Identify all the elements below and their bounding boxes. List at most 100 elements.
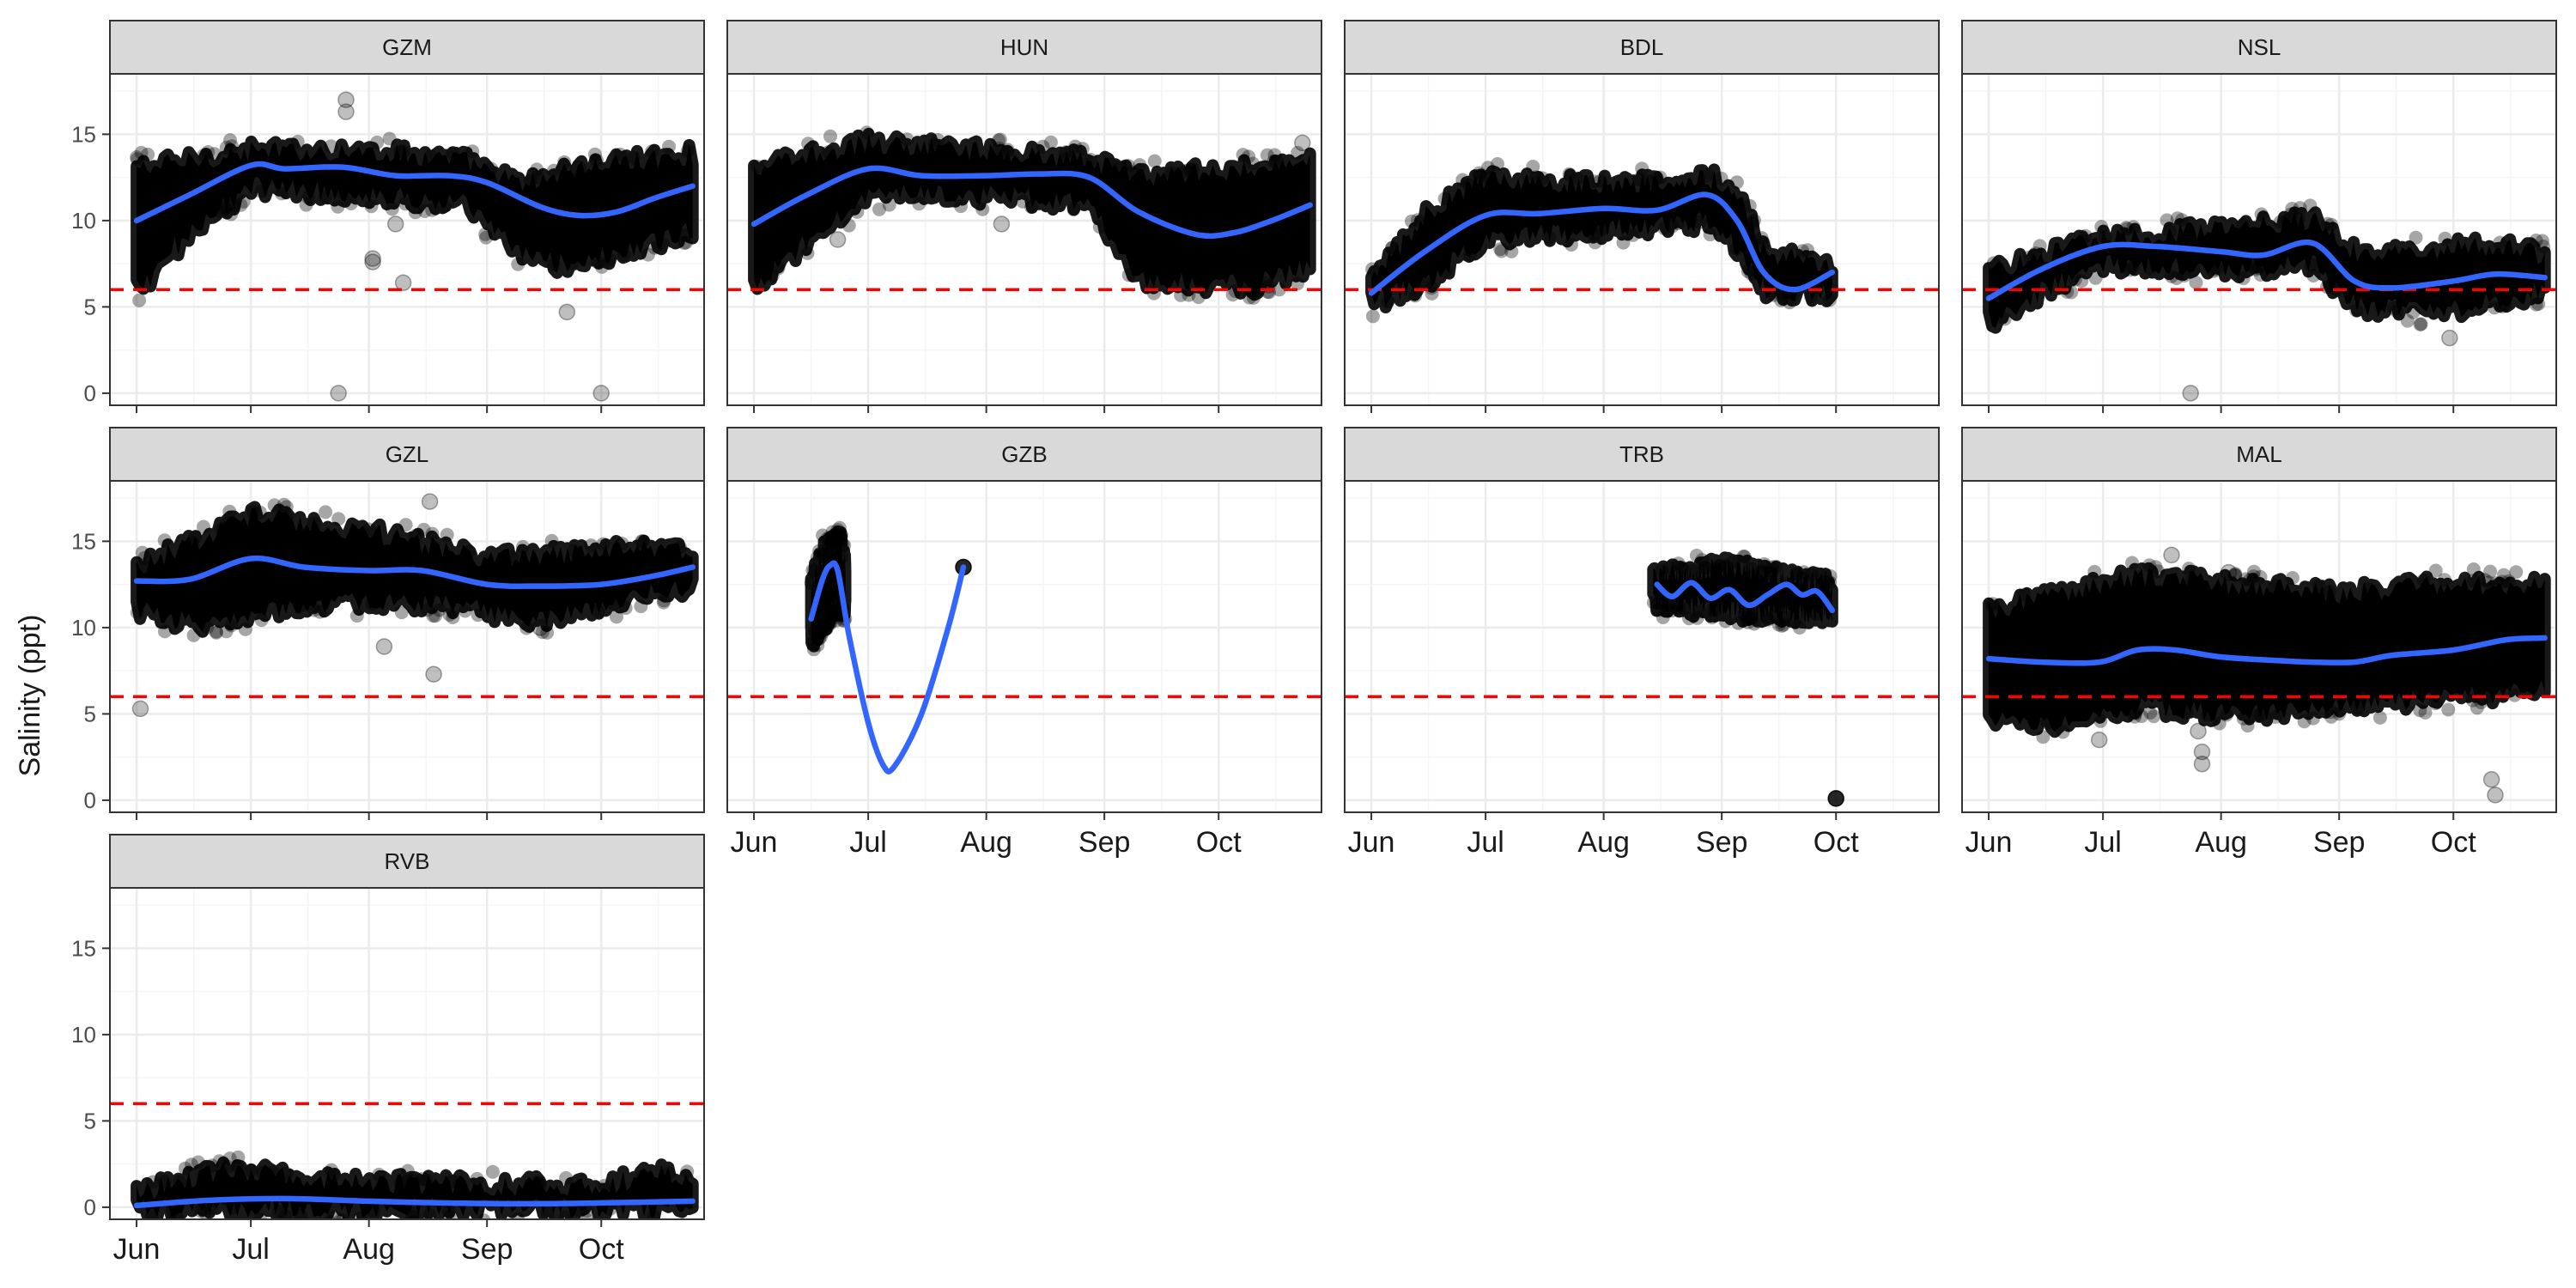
data-point [2169, 271, 2184, 285]
data-point [1246, 290, 1261, 305]
data-point [2332, 707, 2347, 721]
data-point [1480, 161, 1495, 175]
data-point [318, 190, 332, 204]
data-point [808, 624, 823, 639]
data-point [656, 237, 671, 252]
data-point [1000, 143, 1015, 157]
panel-border [109, 480, 705, 813]
data-point [823, 129, 837, 143]
data-point [1769, 559, 1783, 574]
outlier-point [1827, 790, 1844, 807]
data-point [516, 540, 530, 554]
data-point [645, 144, 659, 159]
data-point [1147, 154, 1162, 168]
data-point [253, 1212, 268, 1219]
data-point [2529, 234, 2543, 247]
data-point [810, 550, 824, 565]
data-point [2143, 261, 2158, 276]
data-point [677, 236, 691, 250]
data-point [598, 1178, 612, 1193]
data-point [1704, 611, 1719, 625]
data-point [2228, 567, 2243, 581]
data-point [1753, 565, 1768, 580]
data-point [1986, 256, 2001, 270]
strip-gzl [109, 427, 705, 482]
data-point [2151, 564, 2166, 579]
data-point [1676, 601, 1691, 616]
y-tick-label: 0 [84, 380, 96, 406]
data-point [425, 526, 440, 541]
data-point [607, 596, 622, 611]
data-point [294, 1208, 308, 1219]
data-point [2253, 569, 2268, 584]
data-point [1587, 174, 1601, 189]
data-point [446, 1175, 460, 1188]
x-tick-label: Sep [1696, 826, 1748, 859]
data-point [829, 531, 843, 545]
data-point [2406, 305, 2421, 319]
data-point [1249, 283, 1264, 298]
data-point [850, 204, 865, 219]
strip-gzm [109, 20, 705, 75]
data-point [256, 1165, 270, 1180]
data-point [2119, 221, 2134, 235]
x-tick-label: Jun [1348, 826, 1395, 859]
data-point [1719, 560, 1734, 574]
outlier-point [2487, 787, 2504, 804]
data-point [307, 516, 321, 530]
panel-border [1961, 73, 2557, 406]
x-tick-label: Oct [1814, 826, 1859, 859]
data-point [812, 623, 827, 637]
strip-gzb [726, 427, 1322, 482]
data-point [1068, 139, 1083, 154]
data-point [2280, 214, 2294, 228]
data-point [1737, 607, 1752, 622]
data-point [2498, 297, 2512, 312]
data-point [2219, 708, 2233, 722]
data-point [1739, 611, 1753, 626]
points-cloud [1365, 163, 1838, 313]
data-point [634, 599, 648, 614]
y-tick-label: 15 [71, 935, 96, 961]
data-point [223, 133, 237, 148]
data-point [2324, 705, 2338, 720]
data-point [811, 638, 825, 653]
data-point [1823, 569, 1838, 583]
data-point [1121, 159, 1135, 173]
data-point [1685, 563, 1699, 578]
data-point [2466, 562, 2481, 576]
data-point [1695, 553, 1710, 567]
data-point [1757, 556, 1771, 571]
data-point [279, 510, 294, 525]
data-point [197, 519, 210, 534]
data-point [1225, 288, 1240, 302]
data-point [2247, 564, 2261, 579]
data-point [1822, 293, 1837, 307]
data-point [197, 1205, 212, 1219]
outlier-point [558, 303, 576, 321]
data-point [419, 1173, 434, 1188]
data-point [484, 161, 498, 176]
data-point [860, 125, 874, 140]
data-point [230, 1159, 245, 1173]
data-point [2068, 272, 2082, 287]
outlier-point [394, 274, 412, 292]
data-point [954, 199, 968, 214]
data-point [2253, 708, 2268, 723]
data-point [1804, 289, 1819, 304]
x-tick-label: Aug [1577, 826, 1630, 859]
data-point [2285, 202, 2300, 216]
data-point [587, 147, 602, 161]
data-point [1703, 228, 1717, 242]
data-point [1473, 168, 1487, 183]
data-point [2143, 706, 2158, 720]
data-point [1185, 162, 1200, 177]
data-point [422, 1207, 437, 1219]
data-point [2129, 706, 2143, 720]
data-point [1655, 563, 1669, 578]
data-point [331, 199, 345, 214]
data-point [824, 605, 838, 619]
strip-label: RVB [385, 848, 430, 874]
data-point [423, 149, 438, 163]
data-point [1261, 284, 1275, 299]
